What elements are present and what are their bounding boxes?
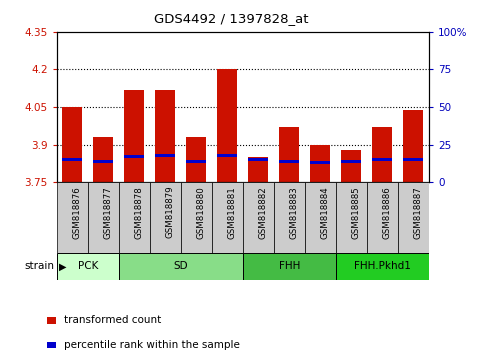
Bar <box>341 150 361 182</box>
Bar <box>248 157 268 182</box>
Text: FHH: FHH <box>279 261 300 272</box>
Text: GDS4492 / 1397828_at: GDS4492 / 1397828_at <box>154 12 309 25</box>
Text: SD: SD <box>174 261 188 272</box>
Text: PCK: PCK <box>77 261 98 272</box>
Bar <box>279 160 299 163</box>
Text: GSM818883: GSM818883 <box>289 186 298 239</box>
Bar <box>124 90 144 182</box>
Bar <box>155 154 176 157</box>
Bar <box>310 145 330 182</box>
Bar <box>336 253 429 280</box>
Bar <box>341 160 361 163</box>
Bar <box>119 182 150 253</box>
Text: transformed count: transformed count <box>64 315 161 325</box>
Bar <box>93 160 113 163</box>
Text: GSM818885: GSM818885 <box>352 186 360 239</box>
Bar <box>279 127 299 182</box>
Bar <box>186 137 207 182</box>
Text: ▶: ▶ <box>59 261 67 272</box>
Text: GSM818886: GSM818886 <box>383 186 391 239</box>
Bar <box>212 182 243 253</box>
Bar <box>243 253 336 280</box>
Bar <box>372 127 392 182</box>
Text: GSM818880: GSM818880 <box>196 186 205 239</box>
Bar <box>119 253 243 280</box>
Bar <box>62 107 82 182</box>
Text: GSM818887: GSM818887 <box>414 186 423 239</box>
Bar <box>155 90 176 182</box>
Text: FHH.Pkhd1: FHH.Pkhd1 <box>354 261 411 272</box>
Bar <box>336 182 367 253</box>
Bar <box>372 158 392 161</box>
Bar <box>274 182 305 253</box>
Bar <box>124 155 144 158</box>
Text: percentile rank within the sample: percentile rank within the sample <box>64 340 240 350</box>
Bar <box>93 137 113 182</box>
Bar <box>403 110 423 182</box>
Bar <box>217 69 237 182</box>
Bar <box>305 182 336 253</box>
Text: GSM818884: GSM818884 <box>320 186 329 239</box>
Bar <box>403 158 423 161</box>
Bar <box>62 158 82 161</box>
Text: GSM818878: GSM818878 <box>134 186 143 239</box>
Bar <box>248 158 268 161</box>
Bar <box>367 182 398 253</box>
Text: GSM818877: GSM818877 <box>103 186 112 239</box>
Bar <box>310 161 330 164</box>
Text: strain: strain <box>24 261 54 272</box>
Bar <box>217 154 237 157</box>
Text: GSM818876: GSM818876 <box>72 186 81 239</box>
Bar <box>181 182 212 253</box>
Bar <box>57 182 88 253</box>
Bar <box>57 253 119 280</box>
Bar <box>398 182 429 253</box>
Text: GSM818879: GSM818879 <box>165 186 174 239</box>
Bar <box>243 182 274 253</box>
Text: GSM818881: GSM818881 <box>227 186 236 239</box>
Bar <box>186 160 207 163</box>
Bar <box>150 182 181 253</box>
Text: GSM818882: GSM818882 <box>258 186 267 239</box>
Bar <box>88 182 119 253</box>
